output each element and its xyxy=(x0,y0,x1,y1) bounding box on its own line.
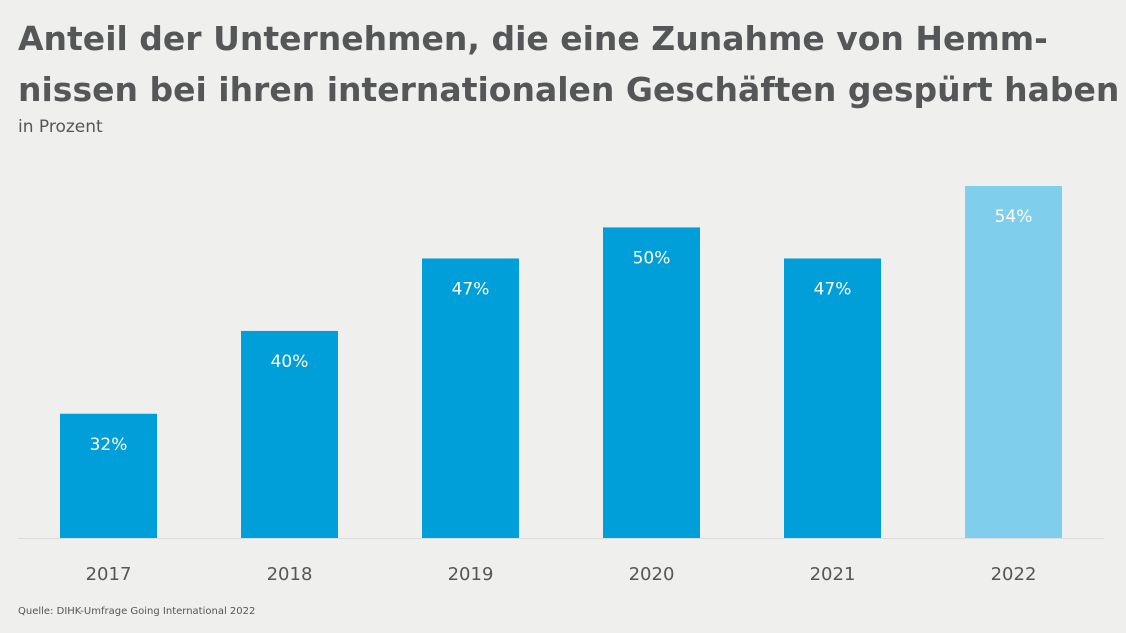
source: Quelle: DIHK-Umfrage Going International… xyxy=(18,606,255,617)
chart-title-line: Anteil der Unternehmen, die eine Zunahme… xyxy=(18,19,1048,58)
x-tick-label: 2020 xyxy=(629,564,675,585)
bar xyxy=(965,186,1062,538)
bar xyxy=(422,258,519,538)
x-tick-label: 2018 xyxy=(267,564,313,585)
bar xyxy=(241,330,338,538)
bar xyxy=(60,413,157,538)
chart-title-line: nissen bei ihren internationalen Geschäf… xyxy=(18,70,1119,109)
value-label: 47% xyxy=(452,279,490,299)
value-label: 32% xyxy=(90,435,128,455)
x-tick-label: 2017 xyxy=(86,564,132,585)
value-label: 47% xyxy=(814,279,852,299)
x-tick-label: 2022 xyxy=(991,564,1037,585)
x-tick-label: 2019 xyxy=(448,564,494,585)
chart-subtitle: in Prozent xyxy=(18,117,103,137)
x-tick-label: 2021 xyxy=(810,564,856,585)
bar xyxy=(784,258,881,538)
bar xyxy=(603,227,700,539)
value-label: 50% xyxy=(633,248,671,268)
value-label: 54% xyxy=(995,207,1033,227)
value-label: 40% xyxy=(271,352,309,372)
